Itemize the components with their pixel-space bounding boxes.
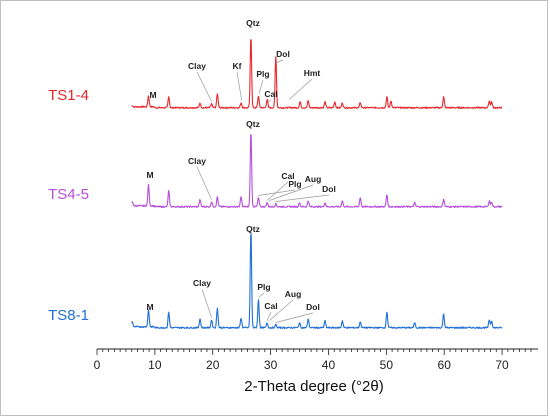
peak-label: Plg bbox=[257, 282, 270, 292]
peak-label: Cal bbox=[281, 171, 294, 181]
peak-label: M bbox=[146, 170, 153, 180]
leader-line bbox=[196, 166, 212, 200]
leader-line bbox=[258, 79, 264, 94]
peak-label: Cal bbox=[264, 89, 277, 99]
peak-label: Dol bbox=[322, 184, 336, 194]
peak-label: Qtz bbox=[246, 18, 260, 28]
peak-label: Clay bbox=[188, 156, 206, 166]
peak-label: M bbox=[149, 90, 156, 100]
x-tick-label: 50 bbox=[380, 358, 394, 372]
x-tick-label: 10 bbox=[148, 358, 162, 372]
leader-line bbox=[275, 194, 330, 202]
leader-line bbox=[236, 71, 243, 101]
peak-label: Clay bbox=[193, 278, 211, 288]
leader-line bbox=[269, 299, 294, 321]
series-label: TS4-5 bbox=[48, 186, 89, 203]
peak-label: Dol bbox=[306, 302, 320, 312]
peak-label: Plg bbox=[256, 69, 269, 79]
leader-line bbox=[258, 292, 265, 298]
leader-line bbox=[258, 189, 296, 196]
peak-label: Aug bbox=[285, 289, 302, 299]
peak-label: Clay bbox=[188, 61, 206, 71]
series-label: TS8-1 bbox=[48, 307, 89, 324]
peak-label: Hmt bbox=[304, 68, 321, 78]
pattern-line-ts1-4 bbox=[131, 39, 503, 109]
peak-label: Qtz bbox=[246, 224, 260, 234]
x-tick-label: 0 bbox=[94, 358, 101, 372]
series-label: TS1-4 bbox=[48, 87, 89, 104]
peak-label: Qtz bbox=[246, 119, 260, 129]
leader-line bbox=[269, 184, 314, 201]
series-ts8-1: TS8-1 M Clay Qtz Plg Cal Aug Dol bbox=[48, 224, 503, 329]
x-axis-title: 2-Theta degree (°2θ) bbox=[244, 378, 383, 395]
x-tick-label: 60 bbox=[438, 358, 452, 372]
peak-label: Kf bbox=[233, 61, 242, 71]
x-tick-label: 70 bbox=[495, 358, 509, 372]
x-axis: 0 10 20 30 40 50 60 70 bbox=[94, 348, 538, 372]
leader-line bbox=[288, 78, 313, 100]
peak-label: Dol bbox=[276, 49, 290, 59]
series-ts1-4: TS1-4 M Clay Kf Qtz Plg Cal Dol Hmt bbox=[48, 18, 503, 109]
leader-line bbox=[201, 288, 212, 318]
leader-line bbox=[275, 59, 284, 64]
leader-line bbox=[266, 99, 272, 104]
x-tick-label: 40 bbox=[322, 358, 336, 372]
leader-line bbox=[275, 312, 314, 323]
pattern-line-ts8-1 bbox=[131, 234, 503, 329]
leader-line bbox=[196, 71, 212, 102]
leader-line bbox=[266, 181, 289, 201]
peak-label: Plg bbox=[288, 179, 301, 189]
peak-label: Aug bbox=[305, 174, 322, 184]
leader-line bbox=[266, 311, 272, 321]
peak-label: M bbox=[146, 302, 153, 312]
pattern-line-ts4-5 bbox=[131, 133, 503, 208]
peak-label: Cal bbox=[264, 301, 277, 311]
x-tick-label: 20 bbox=[206, 358, 220, 372]
x-tick-label: 30 bbox=[264, 358, 278, 372]
